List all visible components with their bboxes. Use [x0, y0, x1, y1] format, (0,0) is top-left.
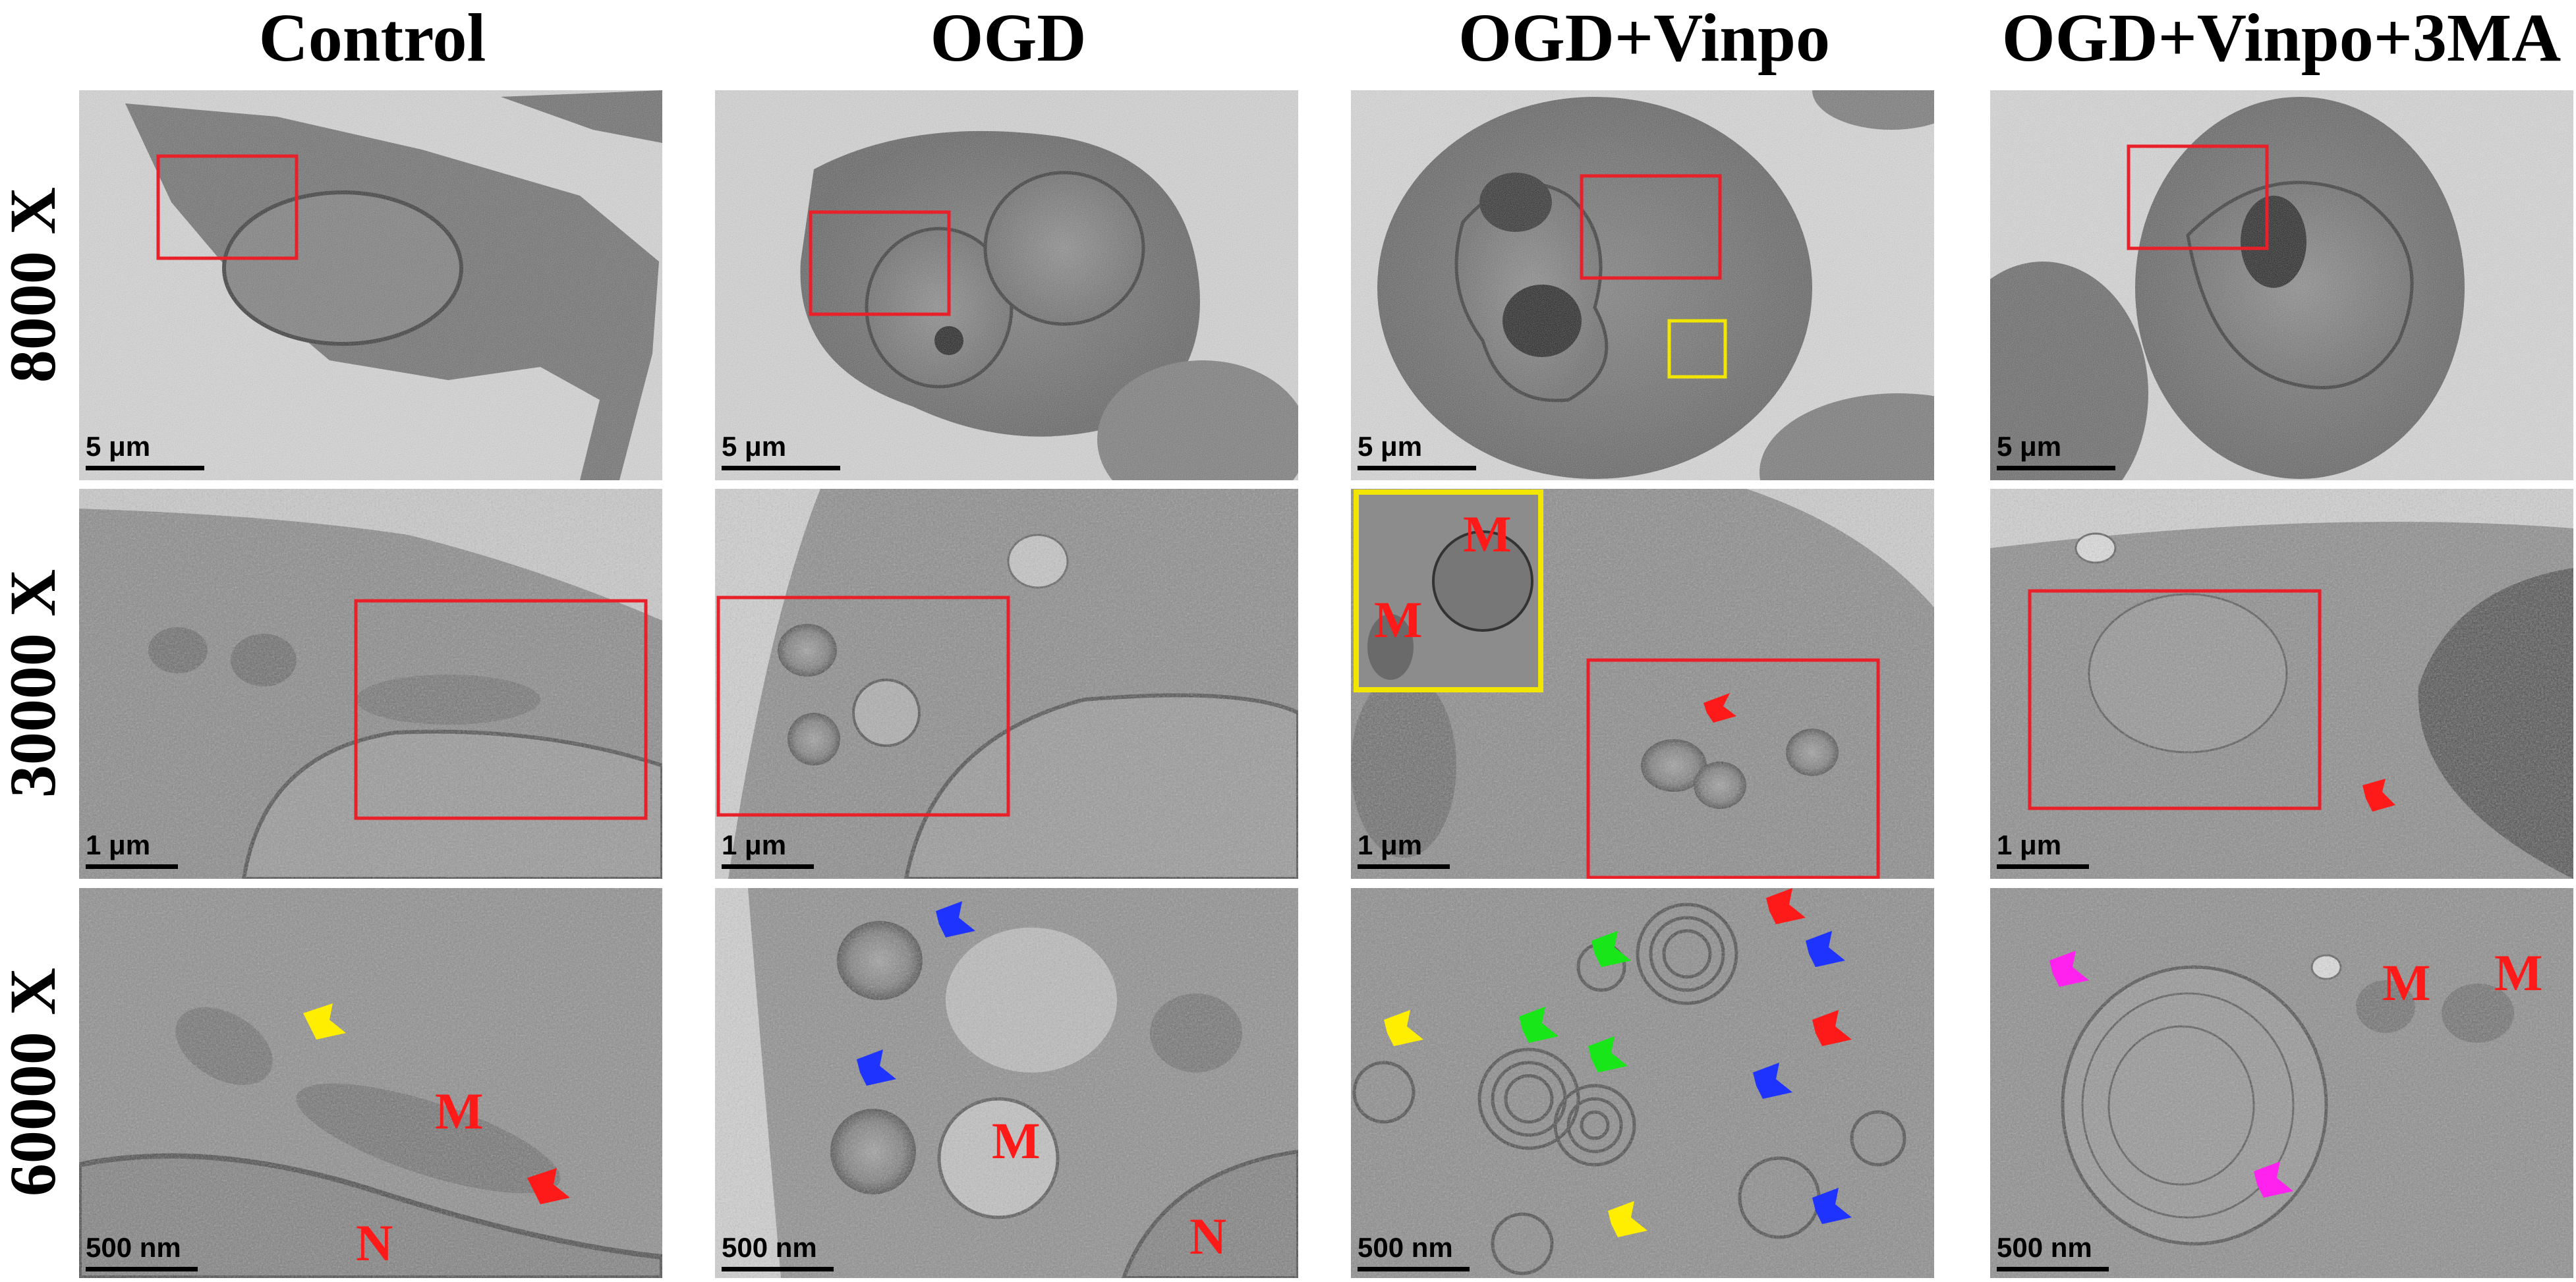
scale-bar: 5 μm — [722, 433, 840, 470]
arrow-marker — [1703, 693, 1736, 723]
panel-ogd-vinpo-30000x: M M 1 μm — [1351, 489, 1934, 879]
scale-bar: 500 nm — [722, 1234, 834, 1271]
inset-box-yellow — [1354, 489, 1543, 692]
scale-bar: 5 μm — [86, 433, 204, 470]
column-title-control: Control — [258, 0, 486, 76]
panel-control-30000x: 1 μm — [79, 489, 662, 879]
arrow-marker — [1608, 1201, 1647, 1237]
zoom-box-red — [354, 599, 648, 820]
mitochondria-label: M — [1374, 591, 1423, 648]
zoom-box-red — [2127, 144, 2269, 250]
zoom-box-red — [716, 596, 1010, 817]
arrow-marker — [2362, 779, 2395, 812]
column-title-ogd-vinpo-3ma: OGD+Vinpo+3MA — [2001, 0, 2562, 76]
panel-control-60000x: M N 500 nm — [79, 888, 662, 1278]
scale-bar: 1 μm — [1997, 831, 2089, 869]
arrow-marker — [1753, 1063, 1792, 1099]
arrow-marker — [2254, 1161, 2293, 1198]
panel-ogd-vinpo-3ma-30000x: 1 μm — [1990, 489, 2573, 879]
nucleus-label: N — [1189, 1208, 1227, 1265]
zoom-box-red — [1586, 658, 1880, 879]
mitochondria-label: M — [435, 1082, 484, 1140]
panel-ogd-8000x: 5 μm — [715, 90, 1298, 480]
column-title-ogd-vinpo: OGD+Vinpo — [1458, 0, 1830, 76]
row-title-8000x: 8000 X — [0, 186, 70, 383]
arrow-marker — [1519, 1007, 1559, 1043]
scale-bar: 500 nm — [86, 1234, 198, 1271]
row-title-60000x: 60000 X — [0, 967, 70, 1197]
zoom-box-red — [1580, 174, 1722, 280]
mitochondria-label: M — [992, 1112, 1041, 1169]
arrow-marker — [1812, 1188, 1852, 1224]
arrow-marker — [936, 901, 975, 937]
scale-bar: 5 μm — [1997, 433, 2115, 470]
nucleus-label: N — [356, 1214, 393, 1271]
arrow-marker — [1766, 888, 1806, 924]
scale-bar: 5 μm — [1358, 433, 1476, 470]
scale-bar: 1 μm — [1358, 831, 1450, 869]
arrow-marker — [857, 1049, 896, 1086]
zoom-box-red — [156, 154, 299, 260]
mitochondria-label: M — [2382, 954, 2431, 1011]
arrow-marker — [1588, 1036, 1628, 1073]
arrow-marker — [2049, 951, 2089, 987]
arrow-marker — [1806, 931, 1845, 967]
mitochondria-label: M — [1463, 505, 1512, 563]
panel-ogd-vinpo-60000x: 500 nm — [1351, 888, 1934, 1278]
panel-control-8000x: 5 μm — [79, 90, 662, 480]
scale-bar: 1 μm — [86, 831, 178, 869]
panel-ogd-vinpo-3ma-60000x: M M 500 nm — [1990, 888, 2573, 1278]
panel-ogd-30000x: 1 μm — [715, 489, 1298, 879]
zoom-box-yellow — [1667, 319, 1727, 379]
panel-ogd-vinpo-3ma-8000x: 5 μm — [1990, 90, 2573, 480]
arrow-marker — [1384, 1010, 1423, 1046]
arrow-marker — [1591, 931, 1631, 967]
zoom-box-red — [809, 210, 951, 316]
panel-ogd-vinpo-8000x: 5 μm — [1351, 90, 1934, 480]
arrow-marker — [527, 1168, 570, 1204]
row-title-30000x: 30000 X — [0, 569, 70, 798]
arrow-marker — [1812, 1010, 1852, 1046]
scale-bar: 1 μm — [722, 831, 814, 869]
mitochondria-label: M — [2494, 944, 2543, 1001]
zoom-box-red — [2028, 589, 2322, 810]
panel-ogd-60000x: M N 500 nm — [715, 888, 1298, 1278]
scale-bar: 500 nm — [1358, 1234, 1470, 1271]
scale-bar: 500 nm — [1997, 1234, 2109, 1271]
column-title-ogd: OGD — [930, 0, 1087, 76]
arrow-marker — [303, 1003, 346, 1040]
